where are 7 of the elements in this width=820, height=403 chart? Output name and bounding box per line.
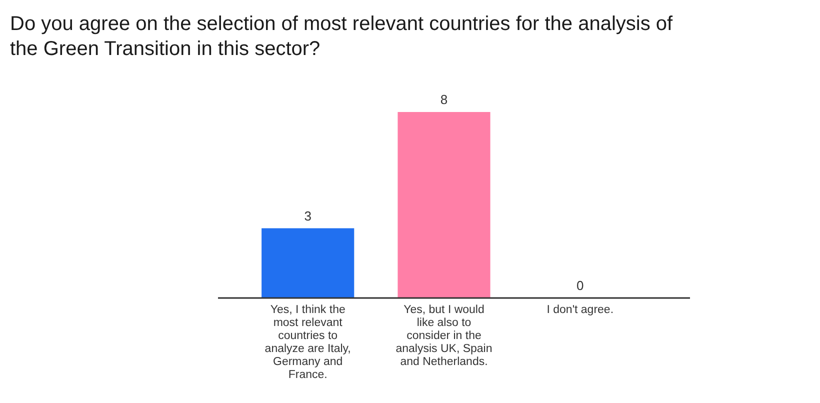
x-tick-label: Yes, I think the most relevant countries to analyze are Italy, Germany and France. (264, 304, 351, 381)
data-label: 8 (440, 92, 448, 107)
data-label: 3 (304, 208, 312, 224)
x-tick-label: I don't agree. (546, 304, 614, 316)
x-tick-label: Yes, but I would like also to consider in the analysis UK, Spain and Netherlands. (396, 304, 492, 368)
chart-title: Do you agree on the selection of most relevant countries for the analysis of the Green Transition in this sector? (10, 13, 674, 60)
data-label: 0 (576, 278, 584, 293)
